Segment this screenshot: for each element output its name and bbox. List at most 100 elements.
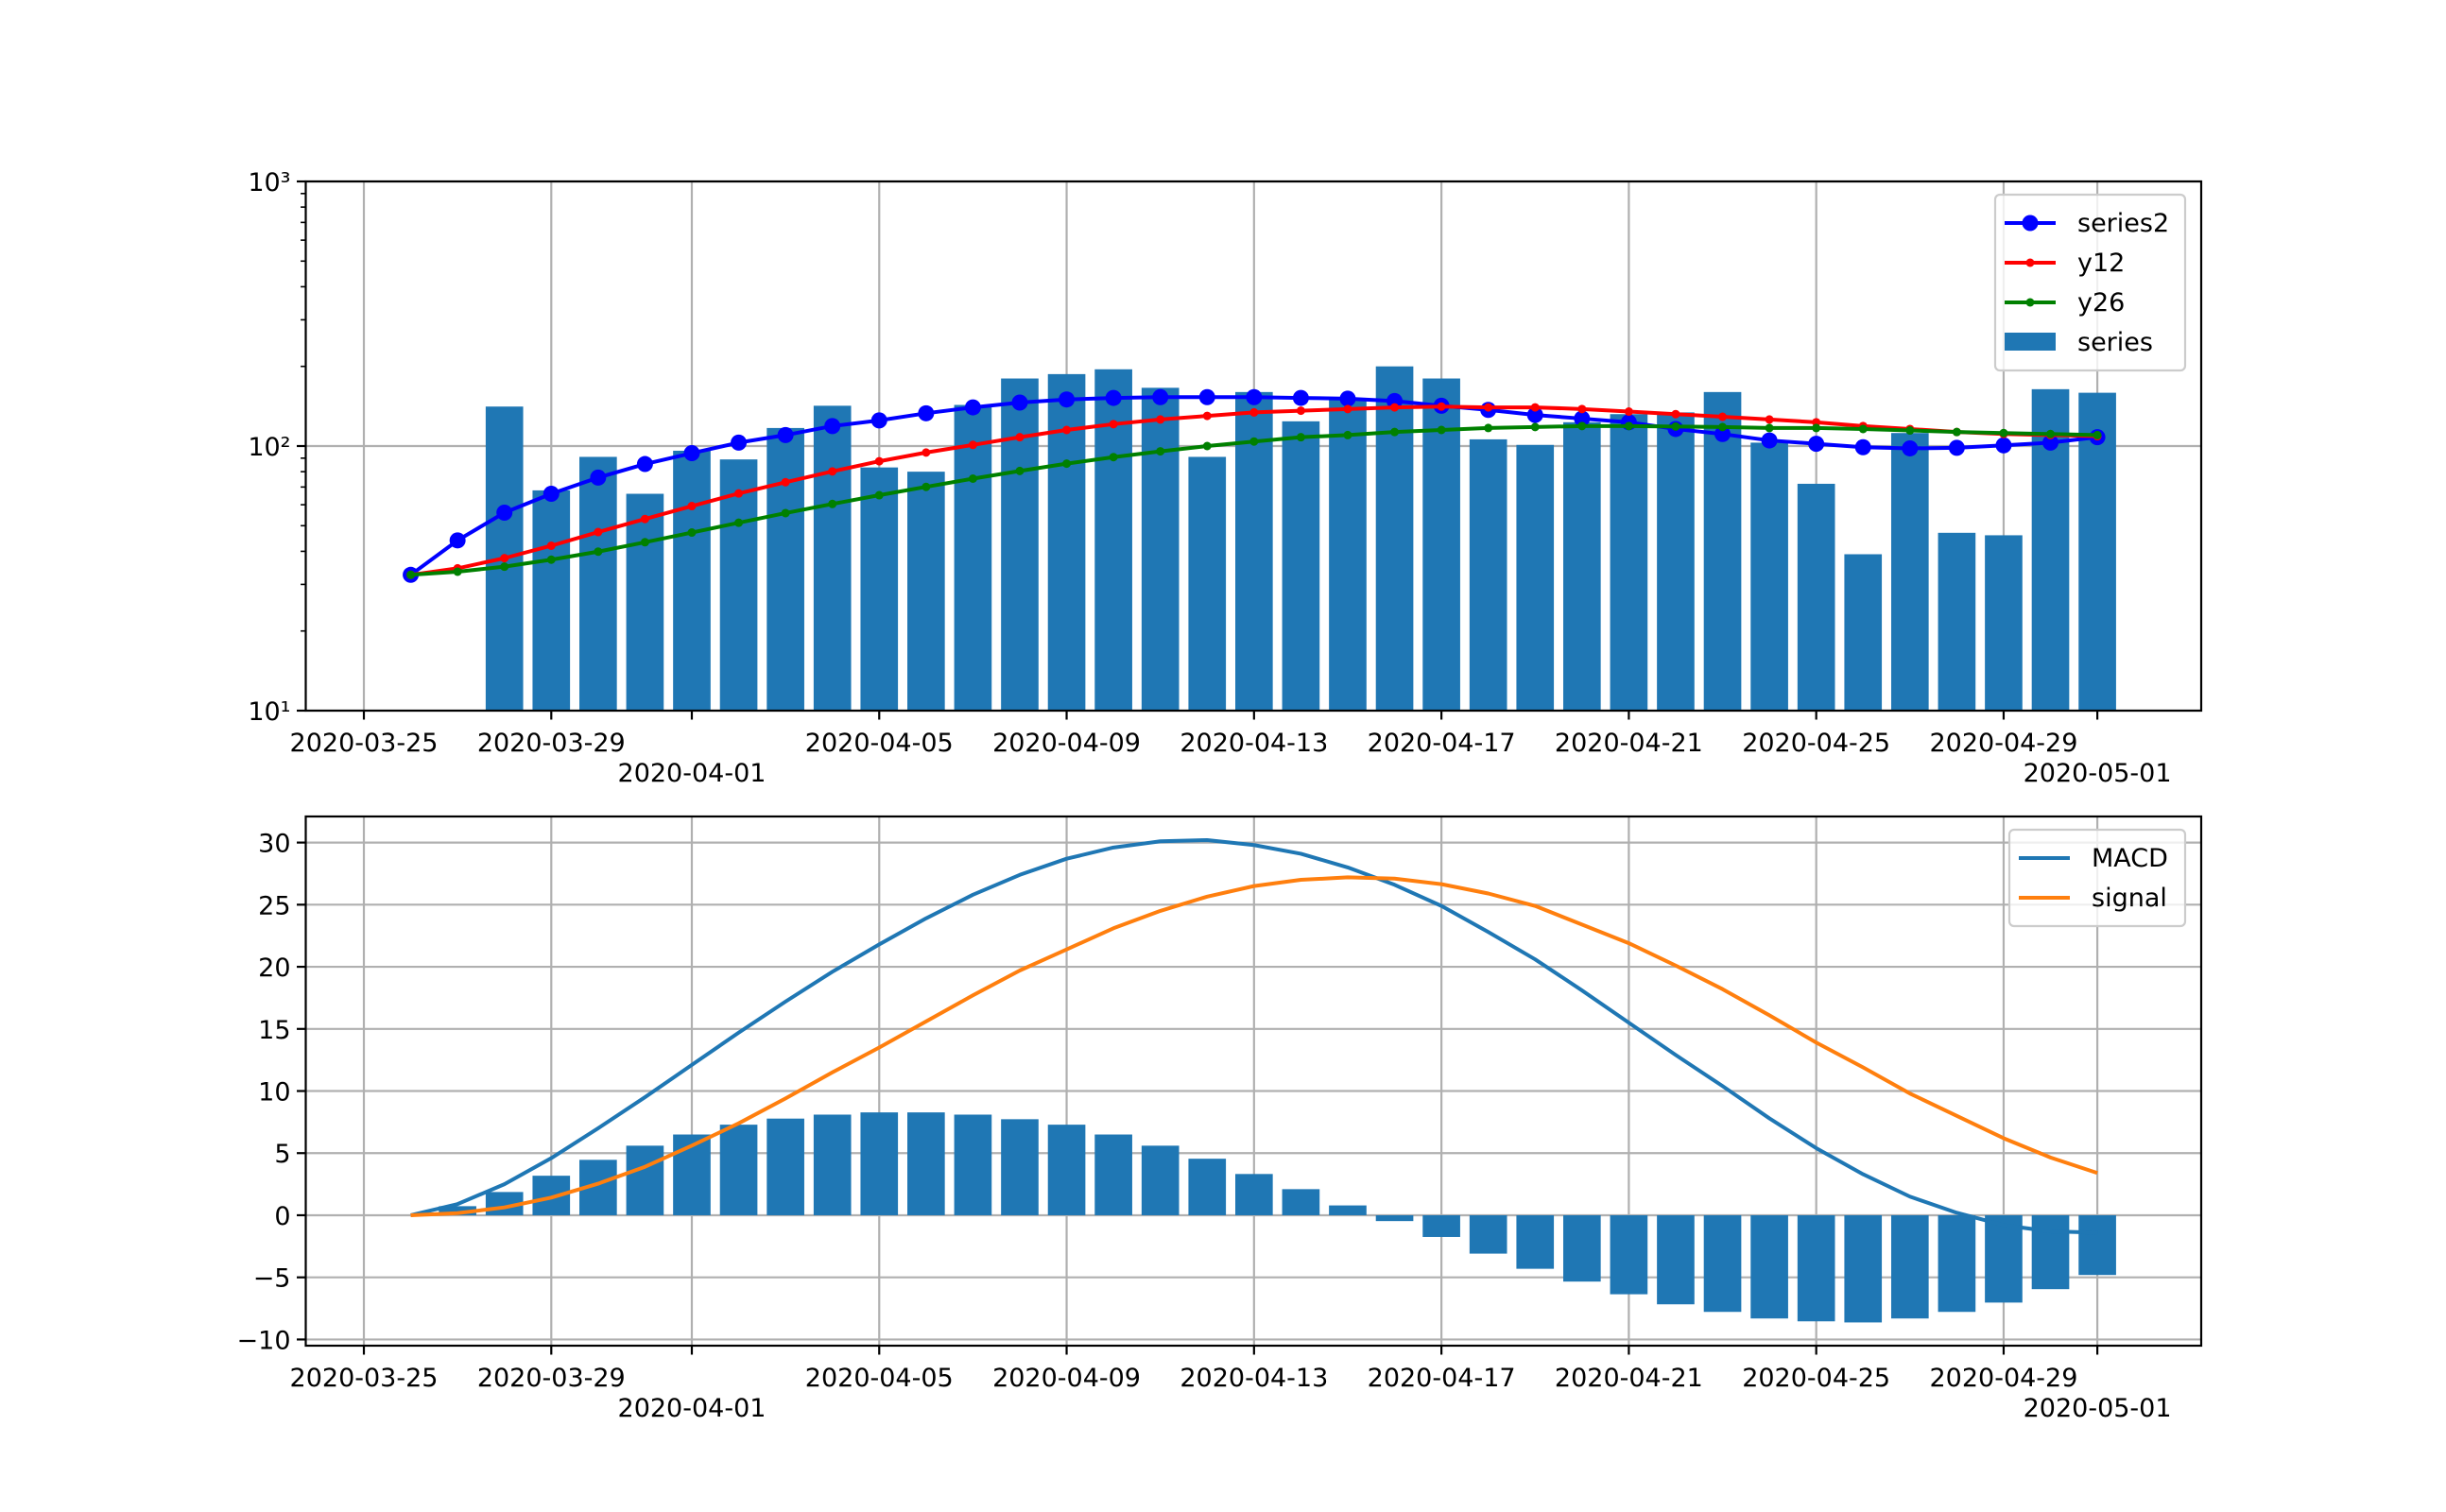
bar-2020-04-13 (1235, 1174, 1273, 1215)
marker-y12-2020-04-01 (687, 502, 697, 511)
bar-2020-04-05 (860, 1112, 899, 1215)
marker-series2-2020-04-09 (1059, 391, 1076, 408)
bar-2020-04-19 (1516, 1214, 1555, 1269)
marker-y12-2020-04-09 (1062, 425, 1072, 435)
bar-2020-04-25 (1797, 483, 1835, 711)
bar-2020-04-15 (1329, 1205, 1367, 1215)
marker-y26-2020-04-24 (1765, 423, 1774, 433)
marker-series2-2020-04-27 (1902, 439, 1919, 456)
marker-y12-2020-03-28 (500, 554, 509, 563)
y-tick-label: 5 (274, 1140, 290, 1169)
marker-series2-2020-04-12 (1198, 388, 1215, 405)
bar-2020-04-02 (719, 459, 758, 711)
bar-2020-04-06 (907, 472, 945, 711)
y-tick-label: 0 (274, 1202, 290, 1231)
marker-y26-2020-04-07 (968, 473, 977, 483)
marker-series2-2020-03-31 (636, 455, 653, 472)
bar-2020-04-18 (1469, 438, 1507, 711)
x-tick-label: 2020-04-05 (805, 729, 954, 758)
marker-y26-2020-04-23 (1718, 422, 1728, 432)
marker-y12-2020-04-19 (1530, 403, 1540, 412)
marker-y12-2020-04-24 (1765, 415, 1774, 424)
marker-y26-2020-04-27 (1905, 426, 1915, 436)
marker-y26-2020-04-22 (1671, 421, 1680, 431)
bar-2020-04-30 (2031, 1214, 2070, 1290)
bar-2020-04-09 (1047, 373, 1086, 711)
bar-2020-03-29 (532, 490, 571, 711)
x-tick-label: 2020-04-17 (1368, 729, 1516, 758)
marker-series2-2020-03-28 (496, 505, 513, 522)
bar-2020-04-08 (1001, 1119, 1039, 1215)
marker-y26-2020-04-13 (1249, 437, 1259, 446)
marker-y26-2020-04-01 (687, 528, 697, 538)
bar-2020-03-31 (626, 493, 664, 711)
marker-series2-2020-04-04 (824, 418, 841, 435)
legend-label-y26: y26 (2077, 288, 2125, 318)
y-tick-label: −5 (253, 1264, 291, 1294)
bar-2020-04-07 (954, 404, 992, 711)
bar-2020-03-30 (579, 456, 617, 711)
bar-2020-03-27 (439, 1206, 476, 1215)
bar-2020-04-12 (1188, 456, 1227, 711)
marker-y12-2020-04-23 (1718, 412, 1728, 421)
line-signal (410, 875, 2098, 1217)
marker-y12-2020-04-10 (1109, 420, 1118, 429)
marker-series2-2020-04-29 (1995, 437, 2012, 454)
marker-y12-2020-04-08 (1015, 433, 1025, 442)
marker-series2-2020-04-30 (2042, 434, 2059, 451)
bar-2020-04-23 (1703, 391, 1742, 711)
legend-marker-y26 (2025, 298, 2035, 307)
bar-2020-04-14 (1282, 421, 1320, 711)
marker-y26-2020-04-02 (734, 518, 744, 527)
x-tick-label: 2020-04-25 (1742, 729, 1890, 758)
marker-y12-2020-03-31 (640, 514, 649, 524)
bar-2020-04-01 (673, 1134, 711, 1215)
marker-y12-2020-04-16 (1390, 403, 1400, 412)
bar-2020-04-17 (1422, 1214, 1460, 1237)
bar-2020-04-24 (1750, 1214, 1788, 1319)
bar-2020-04-06 (907, 1112, 945, 1215)
marker-y12-2020-04-11 (1156, 415, 1165, 424)
marker-y26-2020-04-26 (1858, 424, 1868, 434)
bar-2020-04-09 (1047, 1125, 1086, 1215)
marker-y26-2020-03-29 (546, 555, 556, 564)
marker-y26-2020-04-14 (1296, 433, 1305, 442)
marker-series2-2020-04-08 (1011, 394, 1028, 411)
bar-2020-04-23 (1703, 1214, 1742, 1313)
bar-2020-04-11 (1141, 387, 1180, 711)
marker-y26-2020-04-10 (1109, 453, 1118, 462)
y-tick-label: 30 (258, 830, 290, 859)
marker-y26-2020-04-16 (1390, 427, 1400, 437)
marker-series2-2020-04-10 (1105, 389, 1122, 406)
marker-series2-2020-04-19 (1526, 406, 1543, 423)
bar-2020-04-04 (813, 405, 852, 711)
marker-y26-2020-04-18 (1484, 423, 1493, 433)
marker-y26-2020-04-21 (1624, 421, 1633, 431)
bar-2020-04-22 (1657, 1214, 1695, 1305)
marker-y26-2020-04-09 (1062, 459, 1072, 469)
bar-2020-04-21 (1610, 1214, 1648, 1295)
bar-2020-04-28 (1938, 1214, 1976, 1313)
marker-series2-2020-03-27 (449, 532, 466, 549)
legend-marker-series2 (2022, 215, 2039, 232)
marker-y26-2020-04-28 (1952, 427, 1961, 437)
bar-2020-04-16 (1375, 366, 1414, 711)
marker-y26-2020-04-17 (1437, 425, 1446, 435)
legend-frame (2007, 828, 2187, 928)
bar-2020-03-31 (626, 1145, 664, 1215)
marker-y26-2020-04-20 (1577, 421, 1587, 431)
y-tick-label: 20 (258, 954, 290, 983)
bar-2020-04-20 (1562, 1214, 1601, 1282)
marker-y26-2020-04-19 (1530, 422, 1540, 432)
legend-label-y12: y12 (2077, 249, 2125, 278)
bar-2020-04-20 (1562, 421, 1601, 711)
marker-y26-2020-03-30 (594, 547, 603, 557)
bar-2020-04-27 (1890, 433, 1929, 711)
x-tick-label: 2020-04-17 (1368, 1364, 1516, 1393)
x-tick-label: 2020-04-01 (618, 1394, 767, 1423)
marker-y12-2020-04-21 (1624, 407, 1633, 417)
x-tick-label: 2020-04-25 (1742, 1364, 1890, 1393)
marker-series2-2020-04-20 (1574, 410, 1591, 427)
bar-2020-05-01 (2078, 392, 2116, 711)
